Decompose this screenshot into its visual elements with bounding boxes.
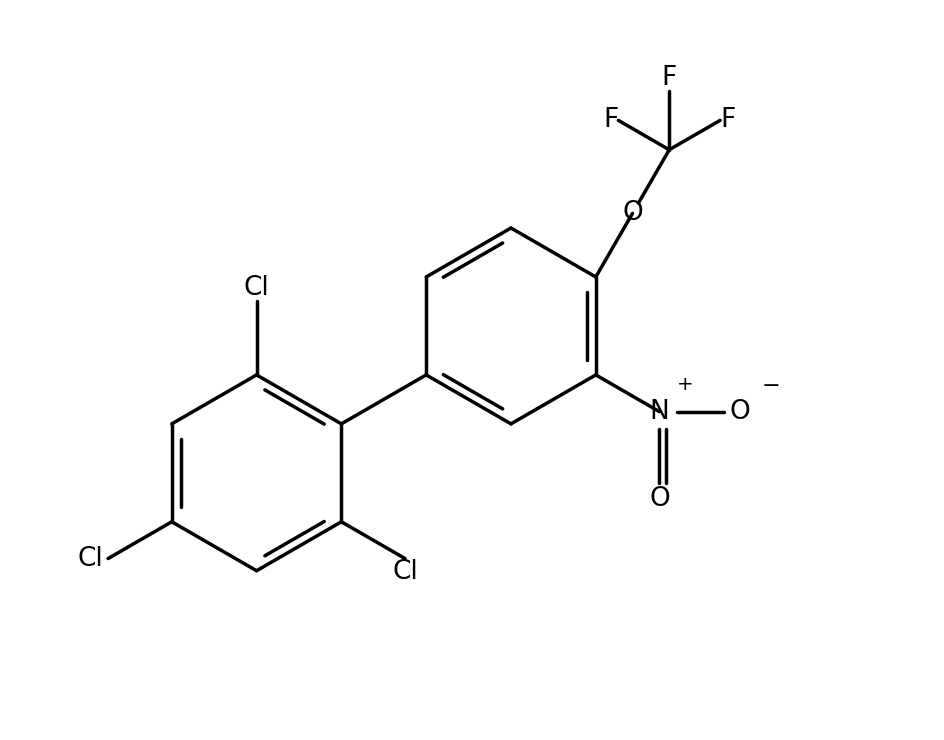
Text: Cl: Cl <box>392 559 418 585</box>
Text: Cl: Cl <box>77 545 103 571</box>
Text: −: − <box>762 376 781 396</box>
Text: F: F <box>603 107 618 133</box>
Text: +: + <box>677 375 694 394</box>
Text: F: F <box>720 107 735 133</box>
Text: N: N <box>649 399 669 425</box>
Text: O: O <box>622 201 643 226</box>
Text: Cl: Cl <box>244 275 269 301</box>
Text: O: O <box>729 399 750 425</box>
Text: O: O <box>649 486 670 512</box>
Text: F: F <box>662 65 677 91</box>
